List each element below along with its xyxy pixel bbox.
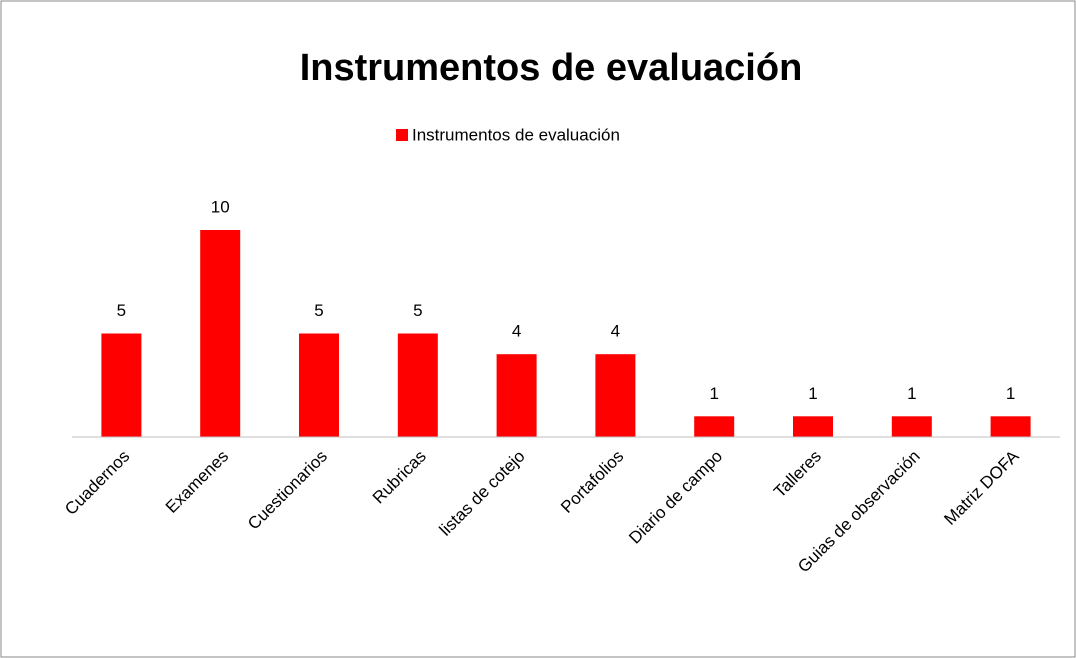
data-label: 4 bbox=[512, 322, 521, 341]
legend-label: Instrumentos de evaluación bbox=[412, 125, 620, 144]
data-label: 1 bbox=[1006, 384, 1015, 403]
bar bbox=[990, 416, 1031, 437]
data-label: 1 bbox=[808, 384, 817, 403]
data-label: 4 bbox=[611, 322, 620, 341]
bar bbox=[694, 416, 735, 437]
data-label: 1 bbox=[907, 384, 916, 403]
bar bbox=[200, 230, 241, 437]
bar bbox=[101, 333, 142, 437]
bar bbox=[595, 354, 636, 437]
data-label: 5 bbox=[117, 301, 126, 320]
bar bbox=[793, 416, 833, 437]
data-label: 5 bbox=[413, 301, 422, 320]
data-label: 10 bbox=[211, 197, 230, 216]
bar bbox=[891, 416, 932, 437]
bar bbox=[299, 333, 339, 437]
chart-title: Instrumentos de evaluación bbox=[300, 47, 803, 89]
bar bbox=[496, 354, 537, 437]
bar bbox=[397, 333, 438, 437]
data-label: 1 bbox=[709, 384, 718, 403]
data-label: 5 bbox=[314, 301, 323, 320]
legend-swatch bbox=[396, 129, 408, 141]
